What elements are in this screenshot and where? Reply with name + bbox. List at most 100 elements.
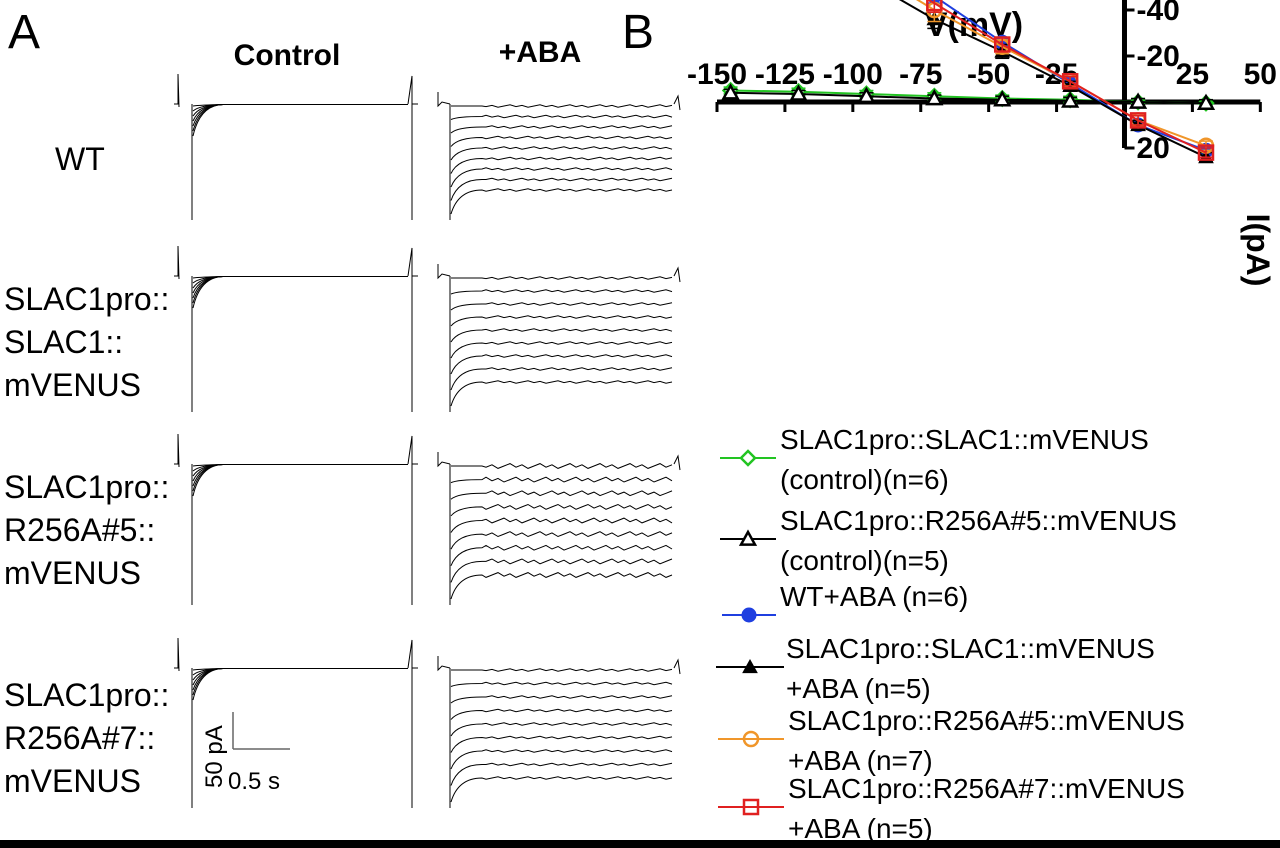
legend-item-6-marker — [742, 798, 760, 816]
x-tick-label-3: -100 — [823, 58, 883, 91]
control-trace-1-sweep-6 — [192, 104, 408, 132]
aba-trace-1-sweep-5 — [450, 146, 673, 161]
series-2-point-6 — [1061, 91, 1080, 108]
series-2-point-4 — [925, 88, 944, 106]
legend-item-2-label-2: (control)(n=5) — [780, 545, 949, 576]
aba-trace-4-sweep-3 — [450, 695, 673, 704]
control-trace-3-onset-spike — [174, 433, 180, 468]
control-trace-4-sweep-3 — [192, 668, 408, 681]
legend-item-4-label-1: SLAC1pro::SLAC1::mVENUS — [786, 633, 1155, 664]
control-trace-1-sweep-3 — [192, 104, 408, 117]
control-trace-3-sweep-7 — [192, 464, 408, 497]
y-tick-label-3: -40 — [1136, 0, 1179, 27]
legend: SLAC1pro::SLAC1::mVENUS(control)(n=6)SLA… — [716, 424, 1185, 844]
control-trace-3-sweep-4 — [192, 464, 408, 482]
series-2-point-3 — [857, 86, 876, 104]
aba-trace-2-sweep-1 — [451, 276, 673, 280]
aba-trace-4-sweep-1 — [451, 668, 673, 672]
x-tick-label-8: 50 — [1244, 58, 1277, 91]
aba-trace-4-sweep-2 — [450, 681, 673, 687]
control-trace-2-sweep-3 — [192, 276, 408, 289]
col-header-control: Control — [234, 39, 341, 72]
panel-a: A Control +ABA WTSLAC1pro::SLAC1::mVENUS… — [4, 6, 681, 808]
control-trace-4-offset-transient — [407, 639, 413, 808]
legend-item-5-label-1: SLAC1pro::R256A#5::mVENUS — [788, 705, 1185, 736]
aba-trace-1-offset — [673, 94, 681, 111]
series-4-line — [898, 0, 1207, 159]
row-label-3-line-1: SLAC1pro:: — [4, 469, 169, 505]
aba-trace-3-offset — [673, 454, 681, 471]
legend-item-6-label-1: SLAC1pro::R256A#7::mVENUS — [788, 773, 1185, 804]
aba-trace-3-sweep-9 — [450, 572, 673, 600]
legend-item-3: WT+ABA (n=6) — [722, 581, 968, 623]
series-2-line — [730, 91, 1207, 105]
legend-item-6-label-2: +ABA (n=5) — [788, 813, 933, 844]
series-2-point-7 — [1128, 92, 1148, 109]
series-2-point-8 — [1196, 93, 1216, 110]
legend-item-4-label-2: +ABA (n=5) — [786, 673, 931, 704]
x-tick-label-1: -150 — [687, 58, 747, 91]
aba-trace-3-sweep-7 — [450, 544, 673, 566]
aba-trace-3-sweep-2 — [450, 476, 673, 484]
control-trace-1-sweep-2 — [192, 104, 408, 112]
legend-item-5-label-2: +ABA (n=7) — [788, 745, 933, 776]
aba-trace-2-offset — [673, 266, 681, 283]
aba-trace-2-sweep-9 — [450, 380, 673, 407]
legend-item-1: SLAC1pro::SLAC1::mVENUS(control)(n=6) — [720, 424, 1149, 495]
scale-bar-current-label: 50 pA — [201, 725, 228, 788]
series-6-point-8 — [1197, 144, 1215, 161]
control-trace-4-sweep-6 — [192, 668, 408, 696]
series-2 — [721, 83, 1216, 110]
aba-trace-4-onset — [437, 656, 451, 672]
aba-trace-2-sweep-5 — [450, 328, 673, 343]
legend-item-1-label-1: SLAC1pro::SLAC1::mVENUS — [780, 424, 1149, 455]
control-trace-3-sweep-3 — [192, 464, 408, 477]
aba-trace-2-sweep-8 — [450, 367, 673, 391]
control-trace-2-sweep-5 — [192, 276, 408, 299]
series-6-point-4 — [926, 0, 943, 12]
aba-trace-2-onset — [437, 264, 451, 280]
control-trace-2-sweep-6 — [192, 276, 408, 304]
legend-item-3-label-1: WT+ABA (n=6) — [780, 581, 968, 612]
series-6-point-7 — [1129, 112, 1147, 129]
series-6-point-6 — [1061, 73, 1079, 90]
control-trace-2-onset-spike — [174, 245, 180, 280]
aba-trace-1-sweep-1 — [451, 104, 673, 108]
legend-item-5-marker — [742, 730, 760, 748]
legend-item-1-label-2: (control)(n=6) — [780, 464, 949, 495]
x-tick-label-2: -125 — [755, 58, 815, 91]
panel-b-label: B — [622, 6, 654, 59]
row-label-3-line-2: R256A#5:: — [4, 512, 155, 548]
legend-item-2-label-1: SLAC1pro::R256A#5::mVENUS — [780, 505, 1177, 536]
aba-trace-3-sweep-5 — [450, 517, 673, 533]
aba-trace-4-sweep-4 — [450, 708, 673, 720]
aba-trace-2-sweep-4 — [450, 315, 673, 327]
legend-item-5: SLAC1pro::R256A#5::mVENUS+ABA (n=7) — [718, 705, 1185, 776]
legend-item-4: SLAC1pro::SLAC1::mVENUS+ABA (n=5) — [716, 633, 1155, 704]
row-label-2-line-3: mVENUS — [4, 367, 141, 403]
control-trace-1-sweep-4 — [192, 104, 408, 122]
series-6 — [926, 0, 1215, 161]
aba-trace-3-sweep-8 — [450, 558, 673, 583]
control-trace-1-offset-transient — [407, 75, 413, 220]
x-tick-label-5: -50 — [967, 58, 1010, 91]
aba-trace-4-sweep-5 — [450, 722, 673, 737]
legend-item-4-marker — [742, 658, 758, 674]
aba-trace-1-onset — [437, 92, 451, 108]
row-label-1-line-1: WT — [55, 141, 105, 177]
bottom-border — [0, 840, 1280, 848]
y-tick-label-2: -20 — [1136, 40, 1179, 73]
aba-trace-3-sweep-4 — [450, 503, 673, 517]
control-trace-4-sweep-7 — [192, 668, 408, 701]
aba-trace-4-sweep-6 — [450, 735, 673, 753]
aba-trace-3-sweep-6 — [450, 531, 673, 550]
row-label-2-line-1: SLAC1pro:: — [4, 281, 169, 317]
control-trace-3-sweep-2 — [192, 464, 408, 472]
aba-trace-4-sweep-7 — [450, 749, 673, 770]
aba-trace-2-sweep-6 — [450, 341, 673, 359]
y-axis-title: I(pA) — [1240, 214, 1276, 287]
legend-item-3-marker — [741, 607, 757, 623]
aba-trace-1-sweep-3 — [450, 125, 673, 134]
aba-trace-2-sweep-2 — [450, 289, 673, 295]
